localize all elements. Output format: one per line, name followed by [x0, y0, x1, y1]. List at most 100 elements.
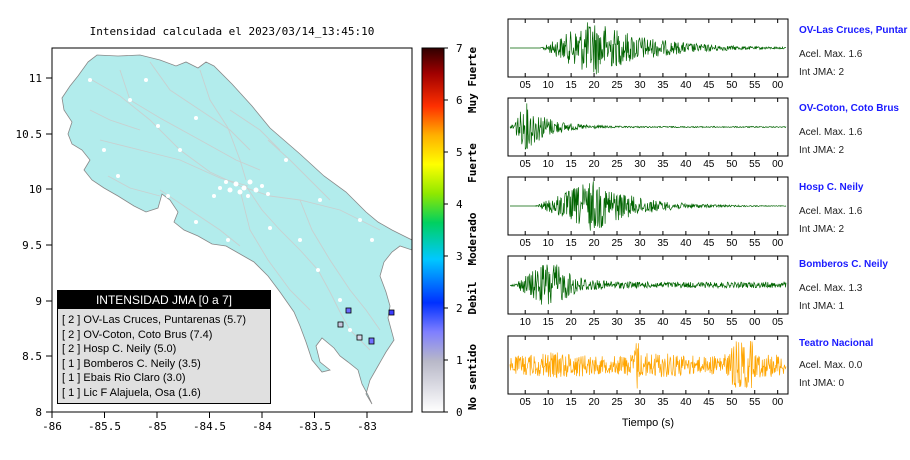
- map-y-axis: 11 10.5 10 9.5 9 8.5 8: [16, 72, 52, 419]
- map-y-tick-label: 9.5: [22, 239, 42, 252]
- legend-title: INTENSIDAD JMA [0 a 7]: [58, 291, 270, 309]
- colorbar-label: Muy Fuerte: [466, 47, 479, 114]
- waveform-tick-label: 50: [726, 159, 738, 170]
- waveform-tick-label: 45: [680, 317, 692, 328]
- station-name-1: OV-Las Cruces, Puntar: [799, 25, 908, 36]
- station-int-4: Int JMA: 1: [799, 301, 845, 312]
- waveform-tick-label: 10: [543, 238, 555, 249]
- map-x-tick-label: -85.5: [88, 420, 121, 433]
- waveform-panels: 05 10 15 20 25 30 35 40 45 50 55 00 05 10 15 20 25 30 35 40…: [507, 18, 789, 408]
- waveform-panel: 05 10 15 20 25 30 35 40 45 50 55 00: [507, 335, 789, 408]
- colorbar-tick-label: 5: [456, 146, 463, 159]
- map-x-tick-label: -83.5: [298, 420, 331, 433]
- waveform-tick-label: 20: [589, 238, 601, 249]
- legend-row-3: [ 2 ] Hosp C. Neily (5.0): [62, 343, 177, 355]
- waveform-tick-label: 50: [703, 317, 715, 328]
- waveform-tick-label: 00: [772, 159, 784, 170]
- waveform-tick-label: 30: [611, 317, 623, 328]
- map-title: Intensidad calculada el 2023/03/14_13:45…: [90, 25, 375, 38]
- station-acel-1: Acel. Max. 1.6: [799, 49, 863, 60]
- waveform-tick-label: 40: [680, 159, 692, 170]
- waveform-tick-label: 25: [611, 80, 623, 91]
- waveform-tick-label: 00: [772, 397, 784, 408]
- legend-row-5: [ 1 ] Ebais Rio Claro (3.0): [62, 372, 186, 384]
- waveform-tick-label: 25: [611, 397, 623, 408]
- waveform-tick-label: 40: [657, 317, 669, 328]
- map-x-axis: -86 -85.5 -85 -84.5 -84 -83.5 -83: [42, 412, 377, 433]
- waveform-tick-label: 45: [703, 397, 715, 408]
- colorbar-label: No sentido: [466, 344, 479, 411]
- waveform-tick-label: 35: [657, 238, 669, 249]
- map-y-tick-label: 8: [35, 406, 42, 419]
- waveform-tick-label: 55: [749, 80, 761, 91]
- map-x-tick-label: -86: [42, 420, 62, 433]
- waveform-trace: [510, 22, 787, 75]
- waveform-tick-label: 35: [657, 159, 669, 170]
- station-markers: [337, 307, 395, 345]
- waveform-tick-label: 45: [703, 80, 715, 91]
- station-acel-3: Acel. Max. 1.6: [799, 206, 863, 217]
- station-int-2: Int JMA: 2: [799, 145, 845, 156]
- waveform-tick-label: 40: [680, 80, 692, 91]
- intensity-legend: INTENSIDAD JMA [0 a 7] [ 2 ] OV-Las Cruc…: [57, 290, 271, 404]
- legend-row-2: [ 2 ] OV-Coton, Coto Brus (7.4): [62, 328, 213, 341]
- waveform-tick-label: 20: [566, 317, 578, 328]
- station-name-5: Teatro Nacional: [799, 338, 874, 349]
- waveform-panel: 05 10 15 20 25 30 35 40 45 50 55 00: [507, 18, 789, 91]
- colorbar-label: Debil: [466, 281, 479, 314]
- waveform-tick-label: 30: [634, 80, 646, 91]
- legend-row-6: [ 1 ] Lic F Alajuela, Osa (1.6): [62, 386, 201, 399]
- waveform-tick-label: 25: [589, 317, 601, 328]
- waveform-tick-label: 05: [520, 397, 532, 408]
- waveform-tick-label: 15: [543, 317, 555, 328]
- waveform-tick-label: 10: [543, 159, 555, 170]
- waveform-tick-label: 45: [703, 238, 715, 249]
- colorbar-tick-label: 4: [456, 198, 463, 211]
- map-x-tick-label: -84: [252, 420, 272, 433]
- station-name-3: Hosp C. Neily: [799, 182, 864, 193]
- waveform-panel: 05 10 15 20 25 30 35 40 45 50 55 00: [507, 176, 789, 249]
- waveform-tick-label: 40: [680, 397, 692, 408]
- waveform-tick-label: 55: [749, 238, 761, 249]
- intensity-colorbar: 7 6 5 4 3 2 1 0 Muy Fuerte Fuerte Moderado Debil No…: [421, 42, 479, 419]
- costa-rica-landmass: [61, 54, 412, 405]
- waveform-tick-label: 30: [634, 159, 646, 170]
- waveform-trace: [510, 181, 787, 231]
- waveform-tick-label: 55: [749, 159, 761, 170]
- waveform-tick-label: 15: [566, 238, 578, 249]
- waveform-tick-label: 10: [520, 317, 532, 328]
- waveform-tick-label: 05: [772, 317, 784, 328]
- waveform-tick-label: 40: [680, 238, 692, 249]
- waveform-tick-label: 50: [726, 397, 738, 408]
- waveform-tick-label: 05: [520, 238, 532, 249]
- waveform-tick-label: 45: [703, 159, 715, 170]
- station-int-1: Int JMA: 2: [799, 67, 845, 78]
- map-y-tick-label: 11: [29, 72, 42, 85]
- waveform-tick-label: 15: [566, 159, 578, 170]
- map-frame: [51, 47, 413, 413]
- station-acel-4: Acel. Max. 1.3: [799, 283, 863, 294]
- town-dots: [88, 78, 378, 406]
- station-acel-5: Acel. Max. 0.0: [799, 360, 863, 371]
- waveform-tick-label: 10: [543, 80, 555, 91]
- map-x-tick-label: -85: [147, 420, 167, 433]
- colorbar-tick-label: 3: [456, 250, 463, 263]
- colorbar-ticks: 7 6 5 4 3 2 1 0: [444, 42, 463, 419]
- waveform-trace: [509, 264, 787, 305]
- waveform-tick-label: 25: [611, 238, 623, 249]
- waveform-tick-label: 05: [520, 80, 532, 91]
- waveform-tick-label: 20: [589, 80, 601, 91]
- waveform-panel: 10 15 20 25 30 35 40 45 50 55 00 05: [507, 255, 789, 328]
- waveform-tick-label: 55: [726, 317, 738, 328]
- colorbar-label: Fuerte: [466, 143, 479, 183]
- waveform-tick-label: 05: [520, 159, 532, 170]
- waveform-tick-label: 15: [566, 80, 578, 91]
- waveform-tick-label: 35: [657, 80, 669, 91]
- waveform-trace: [509, 340, 787, 389]
- map-x-tick-label: -84.5: [193, 420, 226, 433]
- waveform-tick-label: 20: [589, 159, 601, 170]
- station-int-5: Int JMA: 0: [799, 378, 845, 389]
- map-y-tick-label: 10: [29, 183, 42, 196]
- map-y-tick-label: 10.5: [16, 128, 43, 141]
